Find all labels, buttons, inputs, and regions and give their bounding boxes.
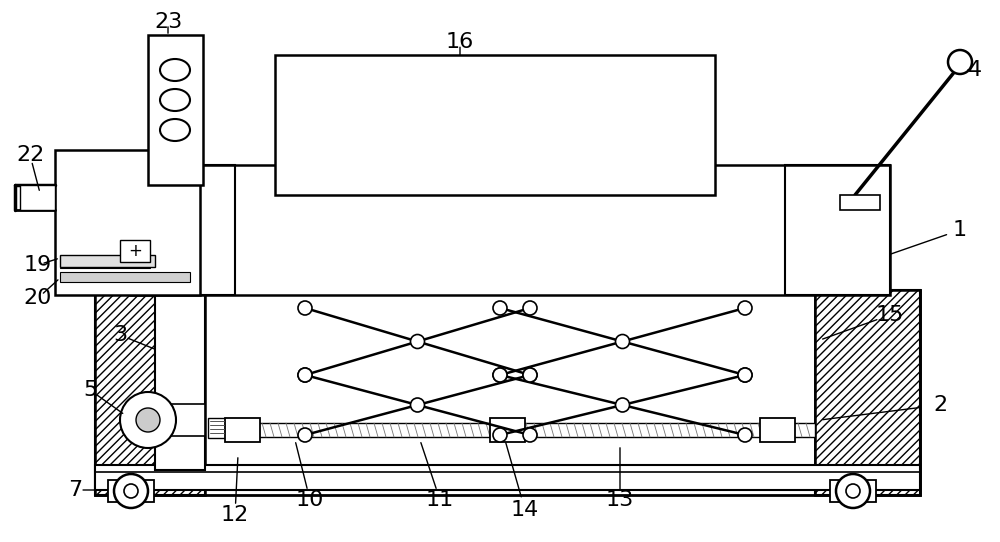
Circle shape (836, 474, 870, 508)
Circle shape (616, 334, 630, 349)
Bar (130, 165, 890, 295)
Circle shape (114, 474, 148, 508)
Circle shape (523, 301, 537, 315)
Text: 5: 5 (83, 380, 97, 400)
Circle shape (738, 428, 752, 442)
Text: 4: 4 (968, 60, 982, 80)
Circle shape (738, 301, 752, 315)
Text: 23: 23 (154, 12, 182, 32)
Circle shape (846, 484, 860, 498)
Text: 11: 11 (426, 490, 454, 510)
Bar (130, 165, 235, 295)
Bar (225, 418, 260, 442)
Text: 12: 12 (221, 505, 249, 525)
Circle shape (738, 368, 752, 382)
Ellipse shape (160, 119, 190, 141)
Text: 19: 19 (24, 255, 52, 275)
Bar (60, 255, 155, 267)
Text: 22: 22 (16, 145, 44, 165)
Circle shape (493, 428, 507, 442)
Circle shape (493, 301, 507, 315)
Bar (275, 55, 715, 195)
Circle shape (493, 368, 507, 382)
Bar (55, 150, 200, 295)
Ellipse shape (160, 89, 190, 111)
Text: +: + (128, 242, 142, 260)
Text: 1: 1 (953, 220, 967, 240)
Text: 3: 3 (113, 325, 127, 345)
Bar (815, 290, 920, 495)
Bar (155, 404, 205, 436)
Bar (60, 272, 190, 282)
Circle shape (523, 368, 537, 382)
Text: 7: 7 (68, 480, 82, 500)
Text: 16: 16 (446, 32, 474, 52)
Bar (815, 290, 920, 495)
Circle shape (948, 50, 972, 74)
Bar (95, 290, 205, 495)
Bar (95, 290, 205, 495)
Circle shape (120, 392, 176, 448)
Text: 2: 2 (933, 395, 947, 415)
Circle shape (523, 368, 537, 382)
Circle shape (411, 334, 424, 349)
Circle shape (523, 428, 537, 442)
Ellipse shape (160, 59, 190, 81)
Bar (830, 480, 876, 502)
Circle shape (298, 301, 312, 315)
Bar (155, 290, 205, 470)
Circle shape (298, 368, 312, 382)
Circle shape (298, 368, 312, 382)
Bar (120, 240, 150, 262)
Bar (95, 465, 920, 490)
Bar (840, 195, 880, 210)
Bar (225, 423, 815, 437)
Text: 14: 14 (511, 500, 539, 520)
Bar (148, 35, 203, 185)
Circle shape (298, 428, 312, 442)
Circle shape (136, 408, 160, 432)
Bar (490, 418, 525, 442)
Bar (785, 165, 890, 295)
Text: 13: 13 (606, 490, 634, 510)
Text: 10: 10 (296, 490, 324, 510)
Circle shape (124, 484, 138, 498)
Bar (20, 185, 55, 210)
Circle shape (616, 398, 630, 412)
Bar (130, 165, 235, 295)
Text: 15: 15 (876, 305, 904, 325)
Circle shape (411, 398, 424, 412)
Bar (205, 290, 815, 470)
Bar (95, 290, 920, 495)
Bar (760, 418, 795, 442)
Bar (208, 418, 226, 438)
Bar (785, 165, 890, 295)
Bar (108, 480, 154, 502)
Text: 20: 20 (24, 288, 52, 308)
Circle shape (738, 368, 752, 382)
Circle shape (493, 368, 507, 382)
